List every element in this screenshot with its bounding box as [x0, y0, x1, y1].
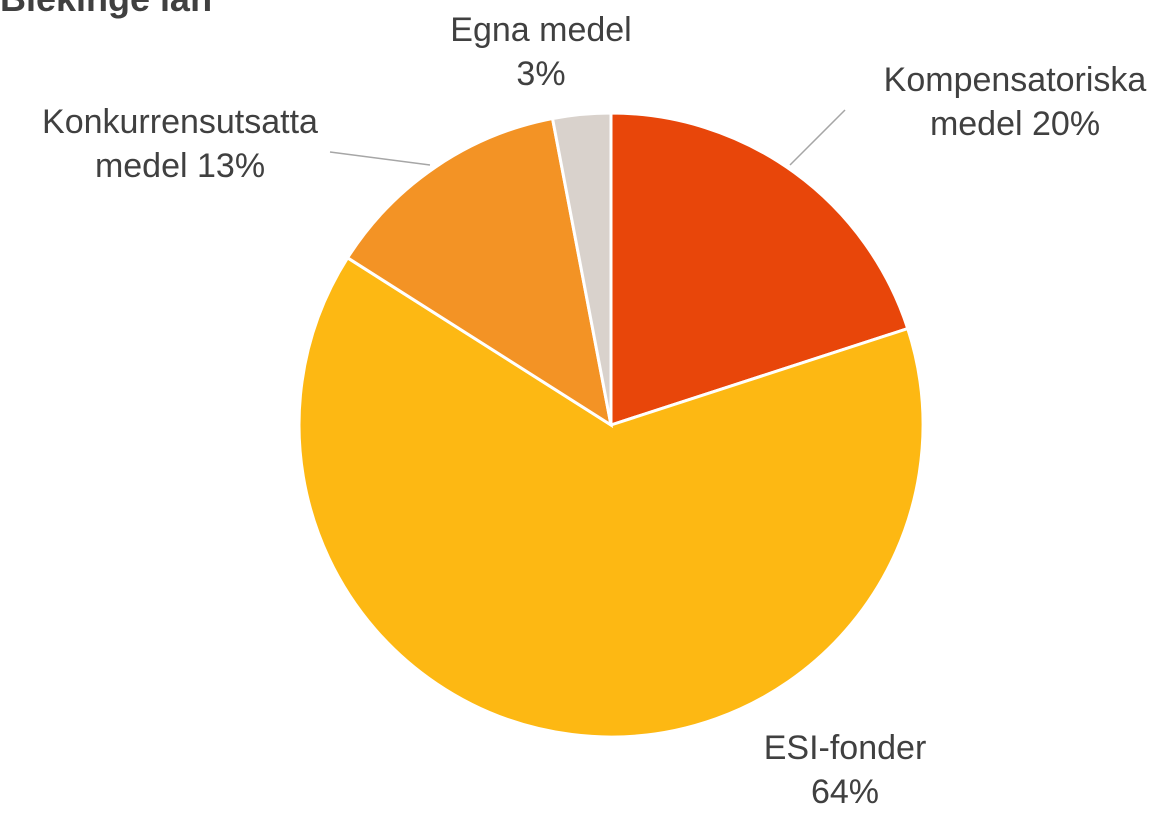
slice-label: Egna medel 3%	[431, 8, 651, 96]
slice-label: Kompensatoriska medel 20%	[860, 58, 1170, 146]
pie-slice	[345, 116, 614, 429]
pie-slice	[297, 255, 925, 739]
category: Kompensatoriska medel	[883, 61, 1147, 143]
chart-title: Blekinge län	[0, 0, 212, 20]
value-label: 20%	[1032, 105, 1101, 143]
value-label: 13%	[197, 147, 266, 185]
leader-line	[329, 151, 431, 166]
value-label: 64%	[810, 773, 880, 811]
slice-label: ESI-fonder 64%	[745, 726, 945, 814]
value-label: 3%	[516, 55, 566, 93]
pie-slice	[609, 111, 910, 428]
category: Konkurrensutsatta medel	[42, 103, 318, 185]
pie-slice	[550, 111, 613, 426]
leader-line	[789, 109, 846, 166]
slices	[297, 111, 925, 739]
category: Egna medel	[450, 11, 632, 49]
slice-label: Konkurrensutsatta medel 13%	[15, 100, 345, 188]
category: ESI-fonder	[763, 729, 927, 767]
